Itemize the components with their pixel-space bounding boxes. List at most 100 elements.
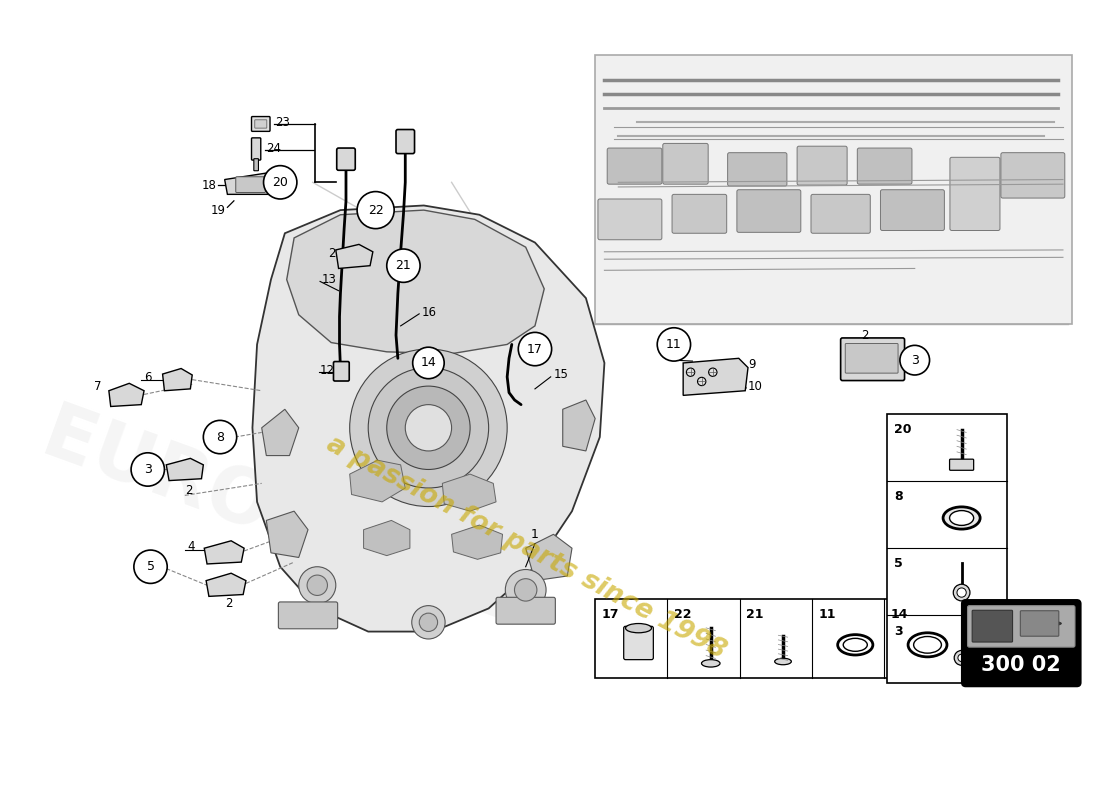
Circle shape	[518, 332, 551, 366]
Text: 1: 1	[531, 528, 539, 541]
Polygon shape	[109, 383, 144, 406]
FancyBboxPatch shape	[972, 610, 1013, 642]
Circle shape	[358, 191, 394, 229]
Circle shape	[515, 578, 537, 601]
FancyBboxPatch shape	[252, 138, 261, 160]
Text: 9: 9	[748, 358, 756, 371]
Text: 6: 6	[144, 371, 152, 384]
Text: 21: 21	[396, 259, 411, 272]
Text: 14: 14	[420, 357, 437, 370]
FancyBboxPatch shape	[663, 143, 708, 184]
Text: 2: 2	[861, 329, 869, 342]
FancyBboxPatch shape	[396, 130, 415, 154]
FancyBboxPatch shape	[798, 146, 847, 185]
Polygon shape	[526, 534, 572, 581]
FancyBboxPatch shape	[496, 598, 556, 624]
Text: 11: 11	[818, 609, 836, 622]
Circle shape	[954, 584, 970, 601]
FancyBboxPatch shape	[880, 190, 945, 230]
Polygon shape	[163, 369, 192, 390]
Text: 12: 12	[320, 364, 336, 377]
Text: 2: 2	[185, 484, 192, 498]
Ellipse shape	[949, 510, 974, 526]
Text: 20: 20	[273, 176, 288, 189]
Circle shape	[954, 650, 969, 666]
Text: 14: 14	[891, 609, 909, 622]
Text: 8: 8	[894, 490, 903, 503]
FancyBboxPatch shape	[624, 626, 653, 660]
FancyBboxPatch shape	[337, 148, 355, 170]
Polygon shape	[206, 574, 246, 596]
Text: 5: 5	[894, 558, 903, 570]
Text: 5: 5	[146, 560, 154, 574]
Ellipse shape	[943, 507, 980, 529]
FancyBboxPatch shape	[962, 600, 1080, 686]
Text: 17: 17	[602, 609, 619, 622]
Circle shape	[697, 378, 706, 386]
Circle shape	[368, 367, 488, 488]
Circle shape	[657, 328, 691, 361]
Text: 23: 23	[276, 116, 290, 129]
FancyBboxPatch shape	[737, 190, 801, 232]
FancyBboxPatch shape	[255, 120, 267, 128]
Circle shape	[686, 368, 695, 376]
FancyBboxPatch shape	[235, 177, 265, 193]
FancyBboxPatch shape	[598, 199, 662, 240]
FancyBboxPatch shape	[595, 55, 1072, 324]
Text: 10: 10	[748, 380, 763, 393]
Ellipse shape	[702, 660, 721, 667]
FancyBboxPatch shape	[1001, 153, 1065, 198]
Circle shape	[411, 606, 446, 639]
Text: 18: 18	[201, 178, 217, 191]
Polygon shape	[563, 400, 595, 451]
Circle shape	[412, 347, 444, 378]
FancyBboxPatch shape	[949, 459, 974, 470]
Text: 21: 21	[746, 609, 763, 622]
Circle shape	[957, 588, 966, 597]
Polygon shape	[452, 525, 503, 559]
Circle shape	[134, 550, 167, 583]
Text: 3: 3	[911, 354, 918, 366]
FancyBboxPatch shape	[254, 158, 258, 170]
FancyBboxPatch shape	[727, 153, 786, 186]
Text: 3: 3	[894, 625, 903, 638]
Circle shape	[419, 613, 438, 631]
Circle shape	[307, 575, 328, 595]
Circle shape	[264, 166, 297, 199]
Text: 8: 8	[216, 430, 224, 443]
Circle shape	[204, 420, 236, 454]
FancyBboxPatch shape	[595, 599, 956, 678]
Polygon shape	[262, 410, 299, 455]
Text: 16: 16	[422, 306, 437, 318]
Polygon shape	[205, 541, 244, 564]
Polygon shape	[224, 173, 280, 194]
Polygon shape	[166, 458, 204, 481]
Circle shape	[708, 368, 717, 376]
Text: 4: 4	[188, 540, 195, 553]
Text: 22: 22	[674, 609, 692, 622]
Ellipse shape	[626, 623, 651, 633]
Polygon shape	[683, 358, 748, 395]
Polygon shape	[287, 210, 544, 354]
Text: 2: 2	[329, 247, 336, 260]
FancyBboxPatch shape	[278, 602, 338, 629]
Text: 22: 22	[367, 204, 384, 217]
Ellipse shape	[774, 658, 791, 665]
Ellipse shape	[844, 638, 867, 651]
FancyBboxPatch shape	[845, 343, 898, 373]
FancyBboxPatch shape	[333, 362, 349, 381]
Text: 11: 11	[666, 338, 682, 351]
FancyBboxPatch shape	[1021, 610, 1059, 636]
Circle shape	[900, 346, 930, 375]
Circle shape	[350, 349, 507, 506]
Polygon shape	[442, 474, 496, 511]
FancyBboxPatch shape	[252, 117, 270, 131]
Circle shape	[387, 386, 470, 470]
Text: 13: 13	[322, 273, 337, 286]
FancyBboxPatch shape	[840, 338, 904, 381]
Circle shape	[131, 453, 164, 486]
Text: 300 02: 300 02	[981, 655, 1062, 675]
Circle shape	[405, 405, 452, 451]
FancyBboxPatch shape	[968, 606, 1075, 647]
FancyBboxPatch shape	[672, 194, 727, 234]
